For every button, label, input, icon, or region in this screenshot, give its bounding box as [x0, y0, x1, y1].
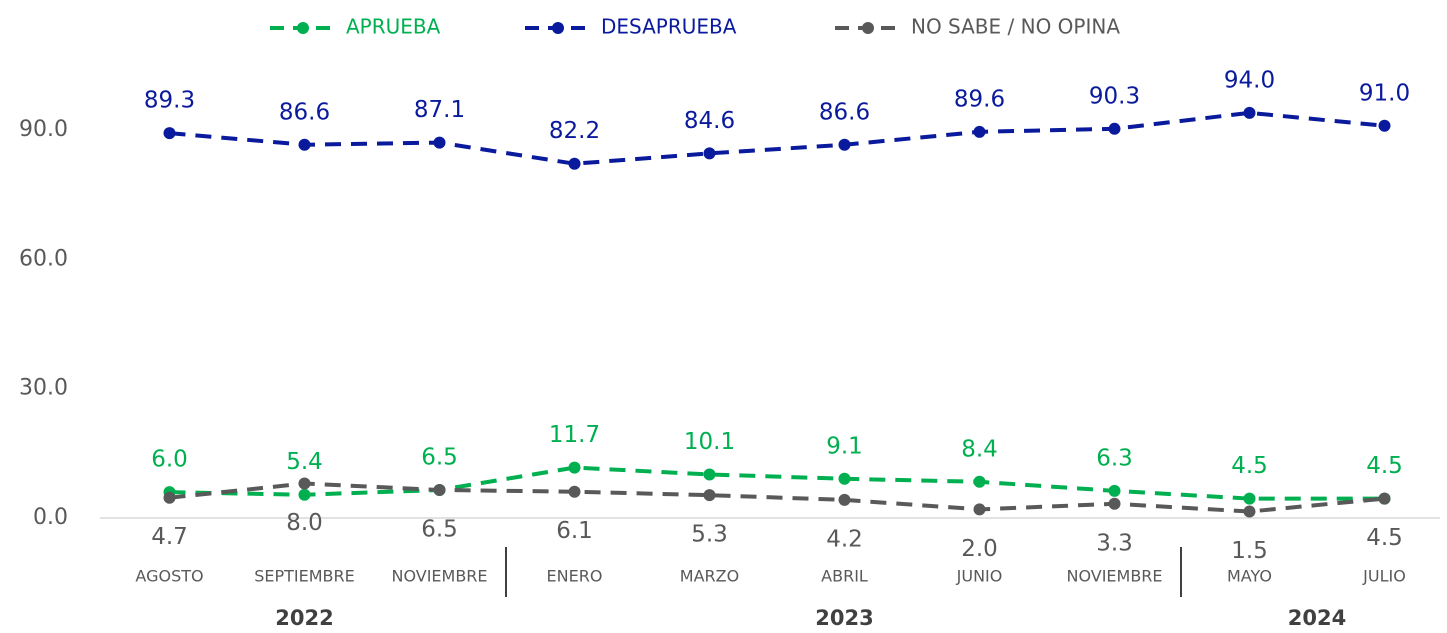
data-label: 86.6: [819, 99, 870, 125]
data-label: 1.5: [1231, 538, 1268, 564]
x-tick-label: MAYO: [1227, 567, 1272, 586]
point: [1378, 119, 1391, 132]
data-label: 4.5: [1231, 453, 1268, 479]
point: [1108, 497, 1121, 510]
point: [298, 477, 311, 490]
series-line: [169, 481, 1385, 514]
point: [838, 138, 851, 151]
point: [703, 489, 716, 502]
data-label: 90.3: [1089, 83, 1140, 109]
data-label: 4.2: [826, 526, 863, 552]
legend-label: NO SABE / NO OPINA: [911, 15, 1120, 39]
point: [298, 138, 311, 151]
data-label: 4.5: [1366, 525, 1403, 551]
point: [703, 147, 716, 160]
point: [568, 461, 581, 474]
data-label: 87.1: [414, 97, 465, 123]
data-label: 6.0: [151, 447, 188, 473]
year-label: 2023: [815, 606, 873, 629]
legend-label: DESAPRUEBA: [601, 15, 737, 39]
point: [1108, 122, 1121, 135]
point: [838, 472, 851, 485]
data-label: 89.3: [144, 88, 195, 114]
point: [433, 136, 446, 149]
series-line: [169, 465, 1385, 501]
data-label: 86.6: [279, 99, 330, 125]
point: [298, 488, 311, 501]
x-tick-label: MARZO: [680, 567, 739, 586]
x-tick-label: SEPTIEMBRE: [254, 567, 355, 586]
point: [703, 468, 716, 481]
data-label: 6.1: [556, 518, 593, 544]
point: [1378, 492, 1391, 505]
data-label: 11.7: [549, 422, 600, 448]
data-label: 91.0: [1359, 80, 1410, 106]
series-line: [169, 110, 1385, 166]
data-label: 6.5: [421, 444, 458, 470]
x-tick-label: ENERO: [547, 567, 603, 586]
data-label: 84.6: [684, 108, 735, 134]
x-tick-label: JUNIO: [956, 567, 1003, 586]
x-tick-label: NOVIEMBRE: [1066, 567, 1162, 586]
data-label: 5.3: [691, 522, 728, 548]
data-label: 10.1: [684, 429, 735, 455]
year-label: 2022: [275, 606, 333, 629]
x-tick-label: NOVIEMBRE: [391, 567, 487, 586]
point: [973, 503, 986, 516]
data-label: 3.3: [1096, 530, 1133, 556]
x-tick-label: ABRIL: [821, 567, 868, 586]
data-label: 5.4: [286, 449, 323, 475]
data-label: 94.0: [1224, 67, 1275, 93]
point: [973, 125, 986, 138]
point: [1243, 106, 1256, 119]
y-tick-label: 60.0: [19, 246, 68, 271]
point: [163, 127, 176, 140]
point: [1243, 492, 1256, 505]
point: [163, 491, 176, 504]
legend-label: APRUEBA: [346, 15, 441, 39]
data-label: 2.0: [961, 536, 998, 562]
x-tick-label: JULIO: [1362, 567, 1406, 586]
data-label: 8.4: [961, 436, 998, 462]
data-label: 6.3: [1096, 445, 1133, 471]
data-label: 6.5: [421, 516, 458, 542]
x-tick-label: AGOSTO: [135, 567, 203, 586]
data-label: 4.5: [1366, 453, 1403, 479]
point: [1243, 505, 1256, 518]
data-label: 82.2: [549, 118, 600, 144]
year-label: 2024: [1288, 606, 1346, 629]
point: [838, 493, 851, 506]
point: [568, 157, 581, 170]
y-tick-label: 0.0: [33, 505, 68, 530]
y-tick-label: 90.0: [19, 117, 68, 142]
legend-marker: [862, 22, 874, 34]
point: [973, 475, 986, 488]
point: [433, 483, 446, 496]
data-label: 89.6: [954, 86, 1005, 112]
point: [1108, 484, 1121, 497]
data-label: 8.0: [286, 510, 323, 536]
point: [568, 485, 581, 498]
legend-marker: [297, 22, 309, 34]
y-tick-label: 30.0: [19, 376, 68, 401]
legend-marker: [552, 22, 564, 34]
data-label: 9.1: [826, 433, 863, 459]
data-label: 4.7: [151, 524, 188, 550]
